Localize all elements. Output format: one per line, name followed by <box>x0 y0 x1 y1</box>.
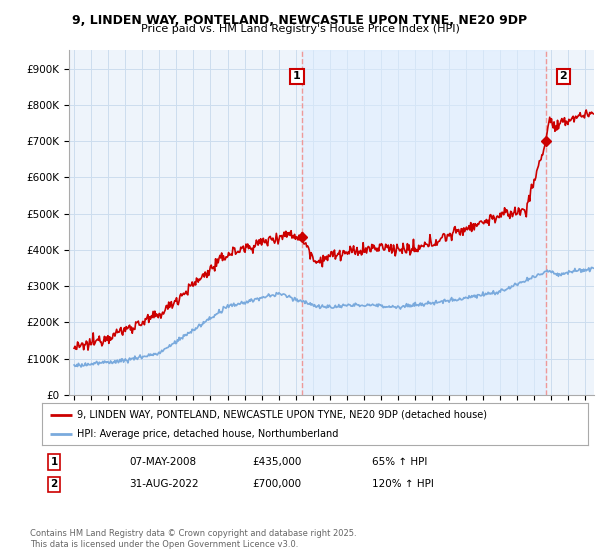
Text: 9, LINDEN WAY, PONTELAND, NEWCASTLE UPON TYNE, NE20 9DP: 9, LINDEN WAY, PONTELAND, NEWCASTLE UPON… <box>73 14 527 27</box>
Text: 9, LINDEN WAY, PONTELAND, NEWCASTLE UPON TYNE, NE20 9DP (detached house): 9, LINDEN WAY, PONTELAND, NEWCASTLE UPON… <box>77 409 487 419</box>
Text: Price paid vs. HM Land Registry's House Price Index (HPI): Price paid vs. HM Land Registry's House … <box>140 24 460 34</box>
Text: 31-AUG-2022: 31-AUG-2022 <box>129 479 199 489</box>
Text: 65% ↑ HPI: 65% ↑ HPI <box>372 457 427 467</box>
Text: Contains HM Land Registry data © Crown copyright and database right 2025.
This d: Contains HM Land Registry data © Crown c… <box>30 529 356 549</box>
Text: 2: 2 <box>559 72 567 81</box>
Text: HPI: Average price, detached house, Northumberland: HPI: Average price, detached house, Nort… <box>77 429 339 439</box>
Bar <box>302 50 546 395</box>
Text: £700,000: £700,000 <box>252 479 301 489</box>
Text: 1: 1 <box>293 72 301 81</box>
Text: 2: 2 <box>50 479 58 489</box>
Text: 120% ↑ HPI: 120% ↑ HPI <box>372 479 434 489</box>
Text: £435,000: £435,000 <box>252 457 301 467</box>
Text: 07-MAY-2008: 07-MAY-2008 <box>129 457 196 467</box>
Text: 1: 1 <box>50 457 58 467</box>
